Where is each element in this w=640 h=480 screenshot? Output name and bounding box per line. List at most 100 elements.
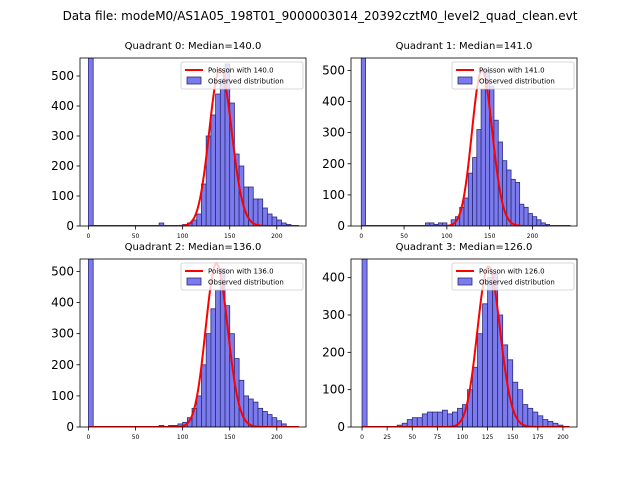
histogram-bar [482, 303, 488, 427]
histogram-bar [463, 197, 469, 226]
y-tick-label: 0 [66, 420, 74, 434]
histogram-bar [532, 216, 538, 226]
subplot-quadrant-1: 0 50 100 150 200 0 100 200 300 400 500 Quadrant 1: … [322, 41, 578, 240]
legend-observed-label: Observed distribution [208, 279, 284, 287]
y-tick-label: 300 [51, 327, 74, 341]
histogram-bar [477, 333, 483, 427]
legend-observed-label: Observed distribution [479, 78, 555, 86]
y-tick-label: 200 [322, 345, 345, 359]
y-tick-label: 400 [51, 296, 74, 310]
axes-frame [350, 258, 578, 428]
subplot-quadrant-0: 0 50 100 150 200 0 100 200 300 400 500 Quadrant 0: … [51, 41, 307, 240]
x-tick-label: 150 [224, 434, 236, 441]
histogram-bar [252, 198, 259, 226]
histogram-bar [519, 203, 525, 226]
poisson-fit-line [362, 265, 570, 427]
subplot-title: Quadrant 0: Median=140.0 [125, 41, 262, 52]
histogram-bar [219, 78, 226, 226]
histogram-bar [532, 411, 539, 427]
histogram-bar [248, 398, 254, 427]
histogram-bar [215, 93, 221, 226]
histogram-bar [271, 417, 278, 427]
x-tick-label: 100 [441, 233, 453, 240]
y-tick-label: 500 [322, 63, 345, 77]
legend-fit-label: Poisson with 126.0 [479, 268, 545, 276]
histogram-bar [431, 411, 438, 427]
x-tick-label: 125 [482, 434, 494, 441]
histogram-bar [514, 182, 521, 226]
y-tick-label: 0 [337, 219, 345, 233]
subplot-quadrant-2: 0 50 100 150 200 0 100 200 300 400 500 Quadrant 2: … [51, 242, 307, 441]
legend-fit-label: Poisson with 140.0 [208, 67, 274, 75]
legend-box [451, 61, 575, 90]
x-tick-label: 100 [177, 434, 189, 441]
histogram-bar [527, 213, 533, 226]
histogram-bar [257, 407, 264, 427]
y-tick-label: 0 [337, 420, 345, 434]
legend: Poisson with 126.0 Observed distribution [451, 262, 575, 291]
x-tick-label: 175 [532, 434, 544, 441]
y-tick-label: 500 [51, 264, 74, 278]
histogram-bar [88, 259, 94, 427]
histogram-bar [467, 172, 473, 226]
histogram-bar [542, 419, 549, 427]
x-tick-label: 200 [271, 434, 283, 441]
legend: Poisson with 136.0 Observed distribution [180, 262, 304, 291]
y-tick-label: 400 [322, 271, 345, 285]
legend-observed-swatch [457, 277, 473, 286]
axes-frame [79, 258, 307, 428]
x-tick-label: 200 [527, 233, 539, 240]
histogram-bar [210, 114, 216, 226]
histogram-bar [472, 157, 478, 226]
histogram-bar [252, 401, 259, 427]
y-tick-label: 500 [51, 69, 74, 83]
histogram-bar [271, 216, 278, 226]
poisson-fit-line [361, 69, 571, 226]
histogram-bar [210, 308, 216, 427]
legend-fit-label: Poisson with 136.0 [208, 268, 274, 276]
y-tick-label: 300 [51, 129, 74, 143]
legend-observed-label: Observed distribution [208, 78, 284, 86]
histogram-bar [88, 58, 94, 226]
axes-frame [350, 57, 578, 227]
histogram-bar [527, 407, 534, 427]
histogram-bar [281, 423, 287, 427]
x-tick-label: 150 [484, 233, 496, 240]
histogram-bar [416, 417, 423, 427]
x-tick-label: 200 [557, 434, 569, 441]
legend-box [180, 61, 304, 90]
y-tick-label: 200 [51, 358, 74, 372]
histogram-bar [522, 404, 529, 427]
x-tick-label: 150 [224, 233, 236, 240]
x-tick-label: 50 [132, 233, 140, 240]
histogram-bar [510, 178, 516, 226]
x-tick-label: 150 [507, 434, 519, 441]
histogram-bar [360, 58, 366, 226]
legend-observed-swatch [186, 76, 202, 85]
histogram-bar [196, 213, 202, 226]
subplot-quadrant-3: 0 25 50 75 100 125 150 175 200 0 100 200 300 400 Quadr… [322, 242, 578, 441]
y-tick-label: 200 [51, 159, 74, 173]
subplot-title: Quadrant 3: Median=126.0 [396, 242, 533, 253]
histogram-bar [421, 413, 428, 427]
histogram-bar [426, 411, 433, 427]
x-tick-label: 75 [434, 434, 442, 441]
axes-frame [79, 57, 307, 227]
legend-box [451, 262, 575, 291]
histogram-bar [441, 409, 448, 427]
y-tick-label: 300 [322, 308, 345, 322]
histogram-bar [447, 413, 453, 427]
y-tick-label: 300 [322, 126, 345, 140]
histogram-bar [436, 411, 443, 427]
x-tick-label: 0 [87, 434, 91, 441]
legend-observed-swatch [186, 277, 202, 286]
legend: Poisson with 140.0 Observed distribution [180, 61, 304, 90]
y-tick-label: 400 [322, 95, 345, 109]
y-tick-label: 100 [51, 189, 74, 203]
histogram-bar [196, 395, 202, 427]
x-tick-label: 200 [271, 233, 283, 240]
legend-box [180, 262, 304, 291]
histogram-bar [257, 198, 264, 226]
histogram-bar [476, 129, 482, 226]
